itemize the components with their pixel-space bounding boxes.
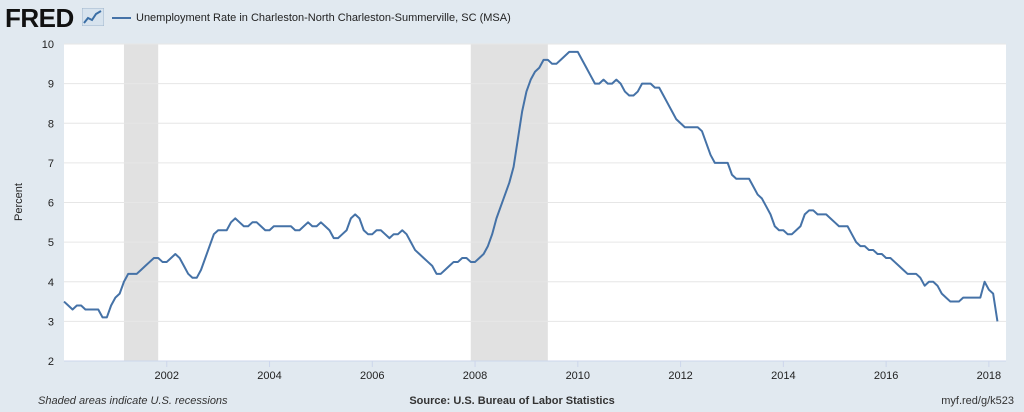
recession-note: Shaded areas indicate U.S. recessions [38, 395, 228, 407]
x-tick-label-2008: 2008 [463, 370, 487, 382]
x-tick-label-2010: 2010 [566, 370, 590, 382]
y-tick-label-8: 8 [48, 118, 54, 130]
y-tick-label-10: 10 [42, 39, 54, 51]
x-tick-label-2004: 2004 [257, 370, 281, 382]
y-tick-label-3: 3 [48, 316, 54, 328]
x-tick-label-2016: 2016 [874, 370, 898, 382]
x-tick-label-2012: 2012 [668, 370, 692, 382]
trend-line-icon [82, 8, 104, 26]
x-tick-label-2006: 2006 [360, 370, 384, 382]
y-tick-label-4: 4 [48, 277, 54, 289]
chart-header: FRED Unemployment Rate in Charleston-Nor… [0, 0, 1024, 40]
y-tick-label-9: 9 [48, 79, 54, 91]
y-tick-label-7: 7 [48, 158, 54, 170]
legend-label: Unemployment Rate in Charleston-North Ch… [136, 12, 511, 24]
fred-logo[interactable]: FRED [5, 3, 74, 33]
y-tick-label-6: 6 [48, 198, 54, 210]
x-tick-label-2002: 2002 [155, 370, 179, 382]
y-tick-label-5: 5 [48, 237, 54, 249]
short-link[interactable]: myf.red/g/k523 [941, 395, 1014, 407]
source-credit: Source: U.S. Bureau of Labor Statistics [409, 395, 615, 407]
x-tick-label-2014: 2014 [771, 370, 795, 382]
x-tick-label-2018: 2018 [977, 370, 1001, 382]
series-line-1[interactable] [63, 50, 999, 322]
y-tick-label-2: 2 [48, 356, 54, 368]
y-axis-ticks: 2 3 4 5 6 7 8 9 10 [42, 39, 54, 368]
x-axis-ticks: 2002 2004 2006 2008 2010 2012 2014 2016 2018 [64, 360, 1006, 382]
y-axis-title: Percent [13, 183, 25, 221]
chart-footer: Shaded areas indicate U.S. recessions So… [0, 390, 1024, 412]
series-group [63, 50, 999, 322]
legend-line-swatch [112, 17, 131, 19]
